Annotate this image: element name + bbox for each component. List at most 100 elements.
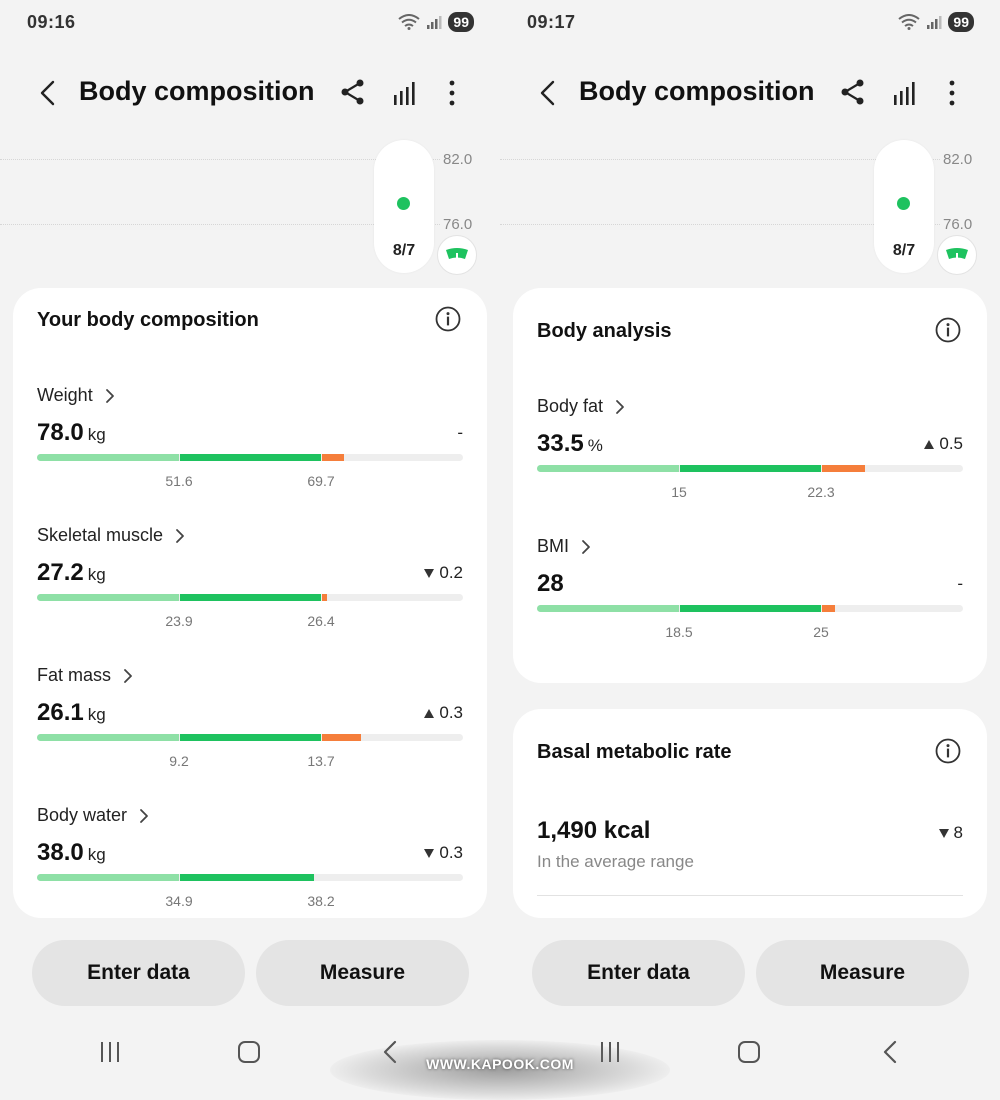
weight-mini-chart[interactable]: 8/7 82.0 76.0 bbox=[500, 140, 1000, 280]
range-tick-low: 34.9 bbox=[165, 893, 193, 909]
metric-number: 33.5 bbox=[537, 430, 584, 457]
change-value: 0.3 bbox=[439, 703, 463, 722]
metric-fat-mass[interactable]: Fat mass 26.1 kg 0.3 9.2 13.7 bbox=[13, 665, 487, 785]
range-low-segment bbox=[37, 594, 179, 601]
gridline bbox=[500, 159, 940, 160]
metric-label[interactable]: Skeletal muscle bbox=[37, 525, 185, 546]
home-icon[interactable] bbox=[738, 1041, 760, 1063]
metric-unit: kg bbox=[87, 845, 106, 864]
info-icon[interactable] bbox=[935, 738, 961, 764]
metric-name: Skeletal muscle bbox=[37, 525, 164, 545]
enter-data-button[interactable]: Enter data bbox=[532, 940, 745, 1006]
metric-number: 27.2 bbox=[37, 559, 84, 586]
metric-bmi[interactable]: BMI 28 - 18.5 25 bbox=[513, 536, 987, 656]
range-low-segment bbox=[537, 605, 679, 612]
metric-skeletal-muscle[interactable]: Skeletal muscle 27.2 kg 0.2 23.9 26.4 bbox=[13, 525, 487, 645]
range-high-segment bbox=[822, 465, 865, 472]
chevron-right-icon bbox=[140, 808, 148, 823]
metric-value: 27.2 kg bbox=[37, 559, 106, 587]
selected-day-pill[interactable]: 8/7 bbox=[874, 140, 934, 273]
share-icon[interactable] bbox=[840, 78, 866, 106]
scale-icon[interactable] bbox=[937, 235, 977, 275]
home-icon[interactable] bbox=[238, 1041, 260, 1063]
chart-icon[interactable] bbox=[892, 79, 918, 107]
measure-button[interactable]: Measure bbox=[756, 940, 969, 1006]
bmr-value: 1,490 kcal bbox=[537, 817, 651, 844]
info-icon[interactable] bbox=[935, 317, 961, 343]
metric-body-water[interactable]: Body water 38.0 kg 0.3 34.9 38.2 bbox=[13, 805, 487, 925]
chevron-right-icon bbox=[176, 528, 184, 543]
metric-label[interactable]: BMI bbox=[537, 536, 591, 557]
battery-indicator: 99 bbox=[448, 12, 474, 32]
battery-indicator: 99 bbox=[948, 12, 974, 32]
scale-icon[interactable] bbox=[437, 235, 477, 275]
metric-value: 26.1 kg bbox=[37, 699, 106, 727]
change-indicator: - bbox=[457, 423, 463, 443]
range-high-segment bbox=[322, 594, 327, 601]
metric-name: Weight bbox=[37, 385, 93, 405]
range-bar bbox=[37, 594, 463, 601]
screen-left: 09:16 99 Body composition 8/7 82.0 76.0 … bbox=[0, 0, 500, 1083]
weight-mini-chart[interactable]: 8/7 82.0 76.0 bbox=[0, 140, 500, 280]
signal-icon bbox=[927, 16, 942, 29]
metric-label[interactable]: Weight bbox=[37, 385, 115, 406]
chevron-right-icon bbox=[582, 539, 590, 554]
chart-icon[interactable] bbox=[392, 79, 418, 107]
nav-back-icon[interactable] bbox=[880, 1039, 900, 1065]
wifi-icon bbox=[898, 14, 921, 30]
bmr-subtitle: In the average range bbox=[537, 852, 694, 871]
change-value: 0.3 bbox=[439, 843, 463, 862]
screen-right: 09:17 99 Body composition 8/7 82.0 76.0 … bbox=[500, 0, 1000, 1083]
range-bar bbox=[37, 454, 463, 461]
change-indicator: - bbox=[957, 574, 963, 594]
more-options-icon[interactable] bbox=[944, 78, 960, 108]
back-icon[interactable] bbox=[34, 78, 64, 108]
range-low-segment bbox=[37, 874, 179, 881]
decrease-arrow-icon bbox=[424, 568, 435, 578]
measure-button[interactable]: Measure bbox=[256, 940, 469, 1006]
enter-data-button[interactable]: Enter data bbox=[32, 940, 245, 1006]
chevron-right-icon bbox=[105, 388, 114, 403]
selected-date: 8/7 bbox=[892, 242, 916, 259]
gridline bbox=[0, 159, 440, 160]
range-tick-high: 69.7 bbox=[307, 473, 335, 489]
range-normal-segment bbox=[180, 594, 321, 601]
page-title: Body composition bbox=[79, 76, 315, 106]
page-title: Body composition bbox=[579, 76, 815, 106]
chevron-right-icon bbox=[616, 399, 624, 414]
increase-arrow-icon bbox=[424, 708, 435, 718]
back-icon[interactable] bbox=[534, 78, 564, 108]
metric-label[interactable]: Body fat bbox=[537, 396, 625, 417]
y-axis-label-bottom: 76.0 bbox=[443, 216, 473, 233]
range-tick-high: 22.3 bbox=[807, 484, 835, 500]
signal-icon bbox=[427, 16, 442, 29]
metric-label[interactable]: Body water bbox=[37, 805, 149, 826]
metric-weight[interactable]: Weight 78.0 kg - 51.6 69.7 bbox=[13, 385, 487, 505]
metric-label[interactable]: Fat mass bbox=[37, 665, 133, 686]
range-tick-low: 51.6 bbox=[165, 473, 193, 489]
change-indicator: 0.3 bbox=[424, 703, 463, 723]
increase-arrow-icon bbox=[924, 439, 935, 449]
metric-number: 78.0 bbox=[37, 419, 84, 446]
change-value: 8 bbox=[953, 823, 963, 842]
body-composition-card: Your body composition Weight 78.0 kg -51.6 69… bbox=[13, 288, 487, 918]
more-options-icon[interactable] bbox=[444, 78, 460, 108]
status-time: 09:16 bbox=[27, 12, 76, 32]
range-normal-segment bbox=[680, 465, 821, 472]
recent-apps-icon[interactable] bbox=[98, 1041, 122, 1063]
selected-day-pill[interactable]: 8/7 bbox=[374, 140, 434, 273]
metric-body-fat[interactable]: Body fat 33.5% 0.5 15 22.3 bbox=[513, 396, 987, 516]
range-tick-high: 38.2 bbox=[307, 893, 335, 909]
info-icon[interactable] bbox=[435, 306, 461, 332]
metric-number: 28 bbox=[537, 570, 564, 597]
share-icon[interactable] bbox=[340, 78, 366, 106]
range-normal-segment bbox=[180, 734, 321, 741]
watermark: WWW.KAPOOK.COM bbox=[426, 1056, 574, 1072]
change-indicator: 0.5 bbox=[924, 434, 963, 454]
app-bar: Body composition bbox=[0, 70, 500, 116]
gridline bbox=[0, 224, 440, 225]
range-high-segment bbox=[822, 605, 835, 612]
range-bar bbox=[537, 605, 963, 612]
range-low-segment bbox=[537, 465, 679, 472]
range-tick-low: 23.9 bbox=[165, 613, 193, 629]
